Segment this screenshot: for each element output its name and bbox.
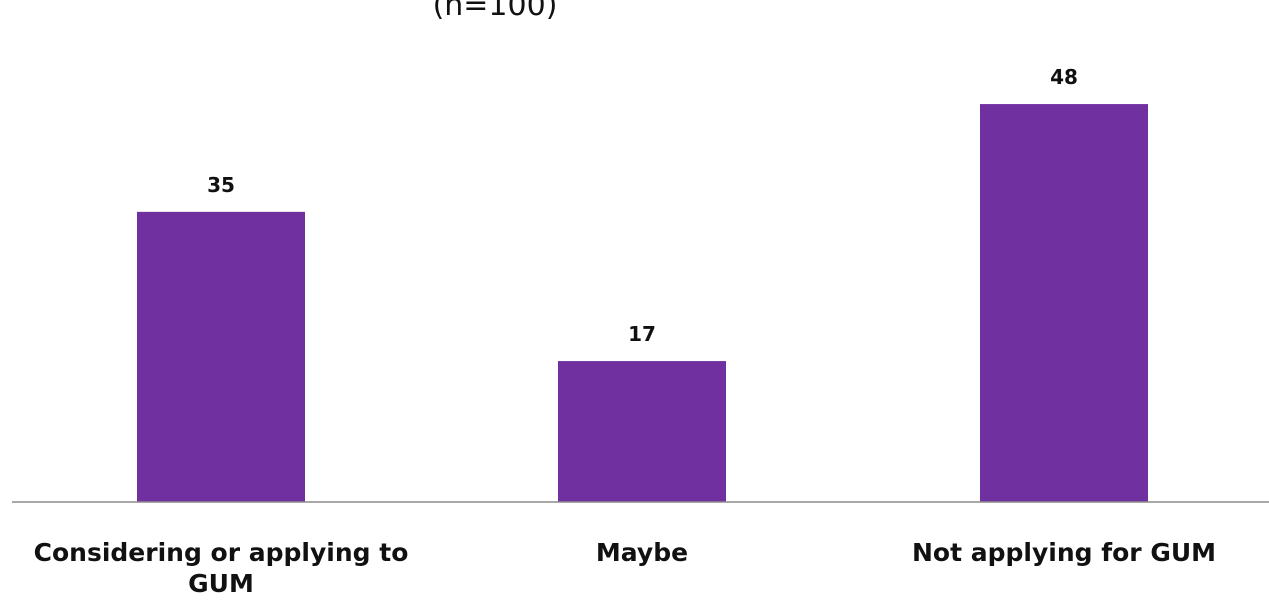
bars-group xyxy=(137,104,1148,502)
bar-1 xyxy=(558,361,726,502)
category-label-1: Maybe xyxy=(595,538,689,567)
bar-2 xyxy=(980,104,1148,502)
value-labels-group: 35 17 48 xyxy=(207,65,1078,346)
bar-0 xyxy=(137,211,305,502)
value-label-0: 35 xyxy=(207,173,235,197)
chart-subtitle: (n=100) xyxy=(432,0,558,23)
category-label-2: Not applying for GUM xyxy=(911,538,1217,567)
category-label-0: Considering or applying to GUM xyxy=(33,538,409,598)
value-label-1: 17 xyxy=(628,322,656,346)
value-label-2: 48 xyxy=(1050,65,1078,89)
